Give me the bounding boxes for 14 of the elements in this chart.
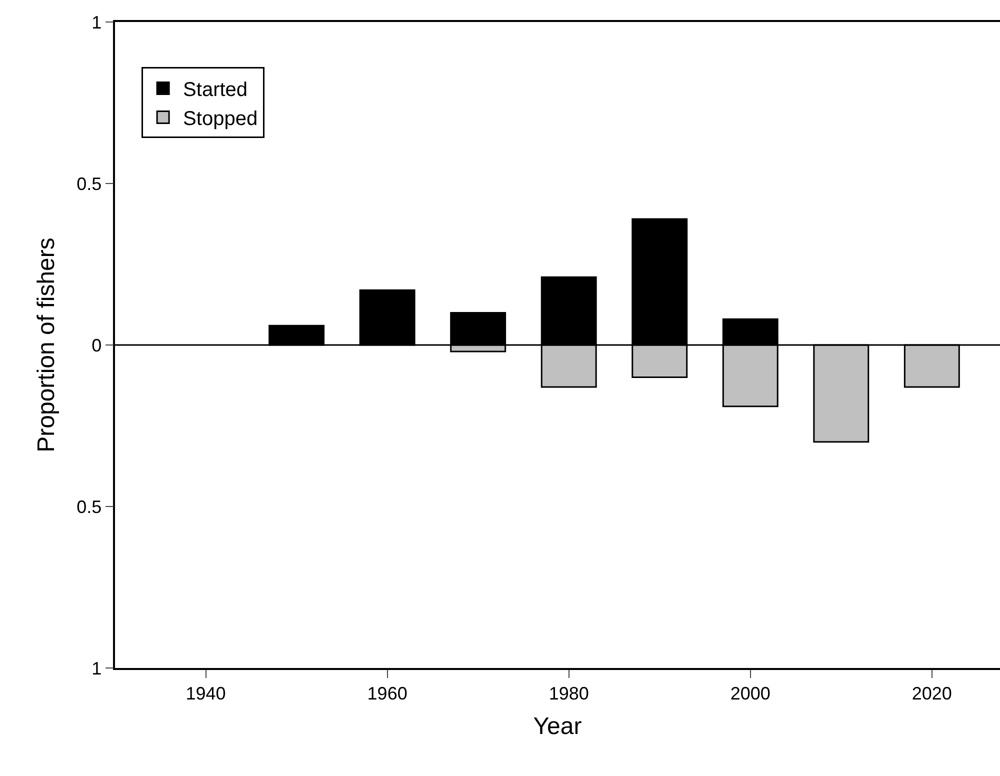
y-tick-label: 0.5 [76, 496, 102, 517]
y-tick-label: 1 [92, 658, 102, 678]
y-tick-label: 0 [92, 335, 102, 356]
x-axis-title: Year [533, 713, 582, 740]
y-tick-label: 1 [92, 12, 102, 32]
y-axis-title: Proportion of fishers [33, 238, 60, 452]
y-tick-label: 0.5 [76, 174, 102, 194]
legend-label: Stopped [183, 108, 258, 130]
x-tick-label: 1960 [367, 683, 408, 704]
x-tick-label: 1940 [186, 683, 226, 704]
x-tick-label: 2000 [730, 683, 770, 704]
x-tick-label: 2020 [912, 683, 952, 704]
x-tick-label: 1980 [548, 683, 589, 704]
legend-label: Started [183, 79, 248, 102]
